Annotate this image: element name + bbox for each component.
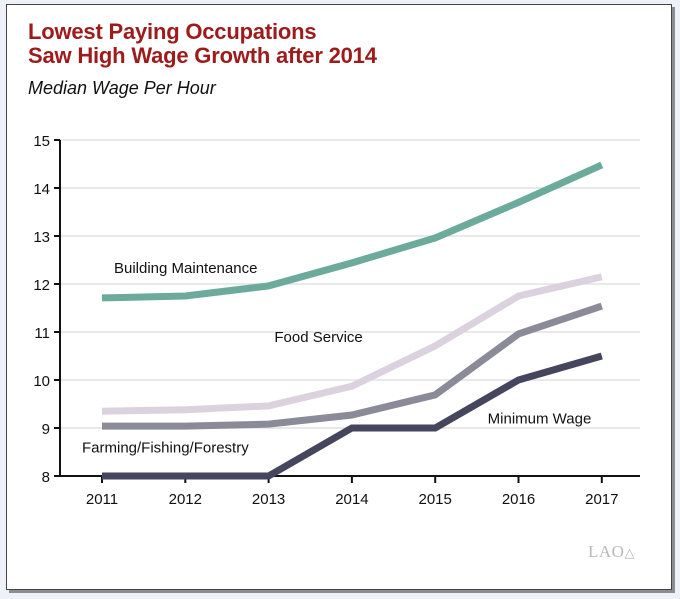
y-tick-label: 9 [42,421,50,438]
chart-title: Lowest Paying Occupations Saw High Wage … [28,20,377,68]
y-tick-label: 11 [34,325,50,342]
x-tick-label: 2014 [335,491,368,508]
chart-subtitle: Median Wage Per Hour [28,78,216,98]
y-tick-label: 14 [33,181,50,198]
x-tick-label: 2017 [585,491,618,508]
x-tick-label: 2013 [252,491,285,508]
series-label: Food Service [274,329,362,346]
series-label: Farming/Fishing/Forestry [82,440,249,457]
chart-title-line-1: Lowest Paying Occupations [28,19,317,44]
capitol-icon: △ [624,545,635,560]
y-tick-label: 15 [33,133,50,150]
chart-title-line-2: Saw High Wage Growth after 2014 [28,43,377,68]
series-label: Minimum Wage [488,410,592,427]
y-tick-label: 13 [33,229,50,246]
x-tick-label: 2016 [502,491,535,508]
y-tick-label: 8 [42,469,50,486]
series-line-building-maintenance [101,161,604,302]
x-tick-label: 2011 [86,491,118,508]
x-tick-label: 2015 [419,491,452,508]
series-label: Building Maintenance [114,260,257,277]
y-tick-label: 10 [33,373,50,390]
lao-logo: LAO△ [588,542,635,562]
lao-logo-text: LAO [588,542,625,561]
x-tick-label: 2012 [169,491,202,508]
y-tick-label: 12 [33,277,50,294]
